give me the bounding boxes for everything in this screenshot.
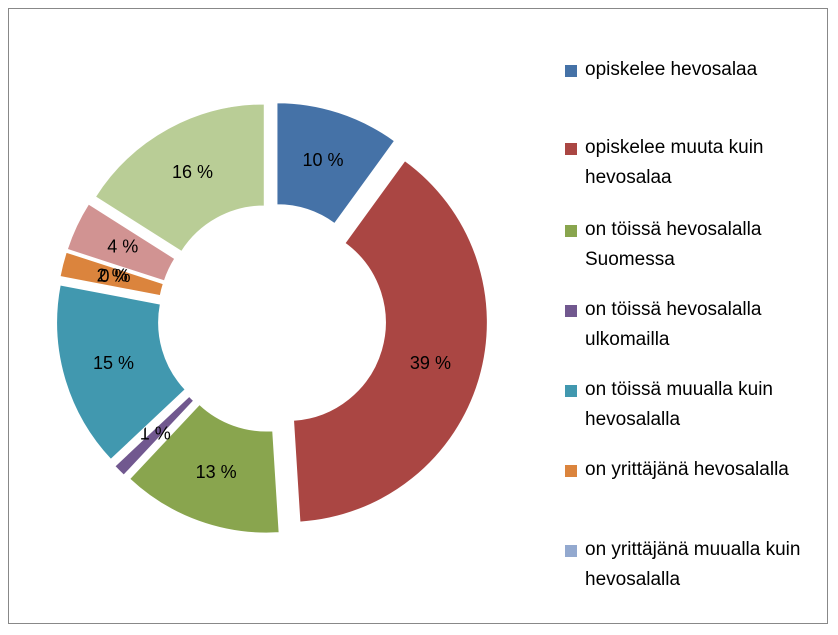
legend-item: on töissä muualla kuin hevosalalla	[565, 375, 825, 435]
doughnut-slice	[292, 159, 488, 523]
legend-marker	[565, 545, 577, 557]
data-label: 13 %	[196, 462, 237, 482]
legend-label: on töissä hevosalalla ulkomailla	[585, 299, 762, 350]
doughnut-slice	[59, 251, 164, 297]
doughnut-slice	[56, 284, 186, 461]
doughnut-slice	[276, 102, 396, 225]
legend-item: on töissä hevosalalla ulkomailla	[565, 295, 825, 355]
doughnut-slice	[128, 403, 280, 534]
legend-item: opiskelee muuta kuin hevosalaa	[565, 133, 825, 193]
legend-label: on yrittäjänä muualla kuin hevosalalla	[585, 539, 801, 590]
data-label: 0 %	[100, 266, 131, 286]
legend-marker	[565, 465, 577, 477]
legend-item: on yrittäjänä muualla kuin hevosalalla	[565, 535, 825, 595]
doughnut-slice	[66, 203, 176, 282]
legend-item: on yrittäjänä hevosalalla	[565, 455, 825, 485]
legend-item: on töissä hevosalalla Suomessa	[565, 215, 825, 275]
legend-label: opiskelee hevosalaa	[585, 59, 758, 80]
legend-label: on töissä muualla kuin hevosalalla	[585, 379, 773, 430]
data-label: 39 %	[410, 353, 451, 373]
data-label: 10 %	[302, 150, 343, 170]
legend-label: on töissä hevosalalla Suomessa	[585, 219, 762, 270]
legend-marker	[565, 143, 577, 155]
legend-label: opiskelee muuta kuin hevosalaa	[585, 137, 764, 188]
data-label: 2 %	[97, 266, 128, 286]
doughnut-slice	[94, 103, 265, 253]
legend-marker	[565, 225, 577, 237]
data-label: 16 %	[172, 162, 213, 182]
legend-marker	[565, 305, 577, 317]
chart-frame	[8, 8, 828, 624]
legend-item: opiskelee hevosalaa	[565, 55, 825, 85]
data-label: 4 %	[107, 236, 138, 256]
data-label: 1 %	[140, 423, 171, 443]
legend-marker	[565, 65, 577, 77]
doughnut-slice	[114, 395, 195, 476]
legend-marker	[565, 385, 577, 397]
data-label: 15 %	[93, 353, 134, 373]
legend-label: on yrittäjänä hevosalalla	[585, 459, 789, 480]
